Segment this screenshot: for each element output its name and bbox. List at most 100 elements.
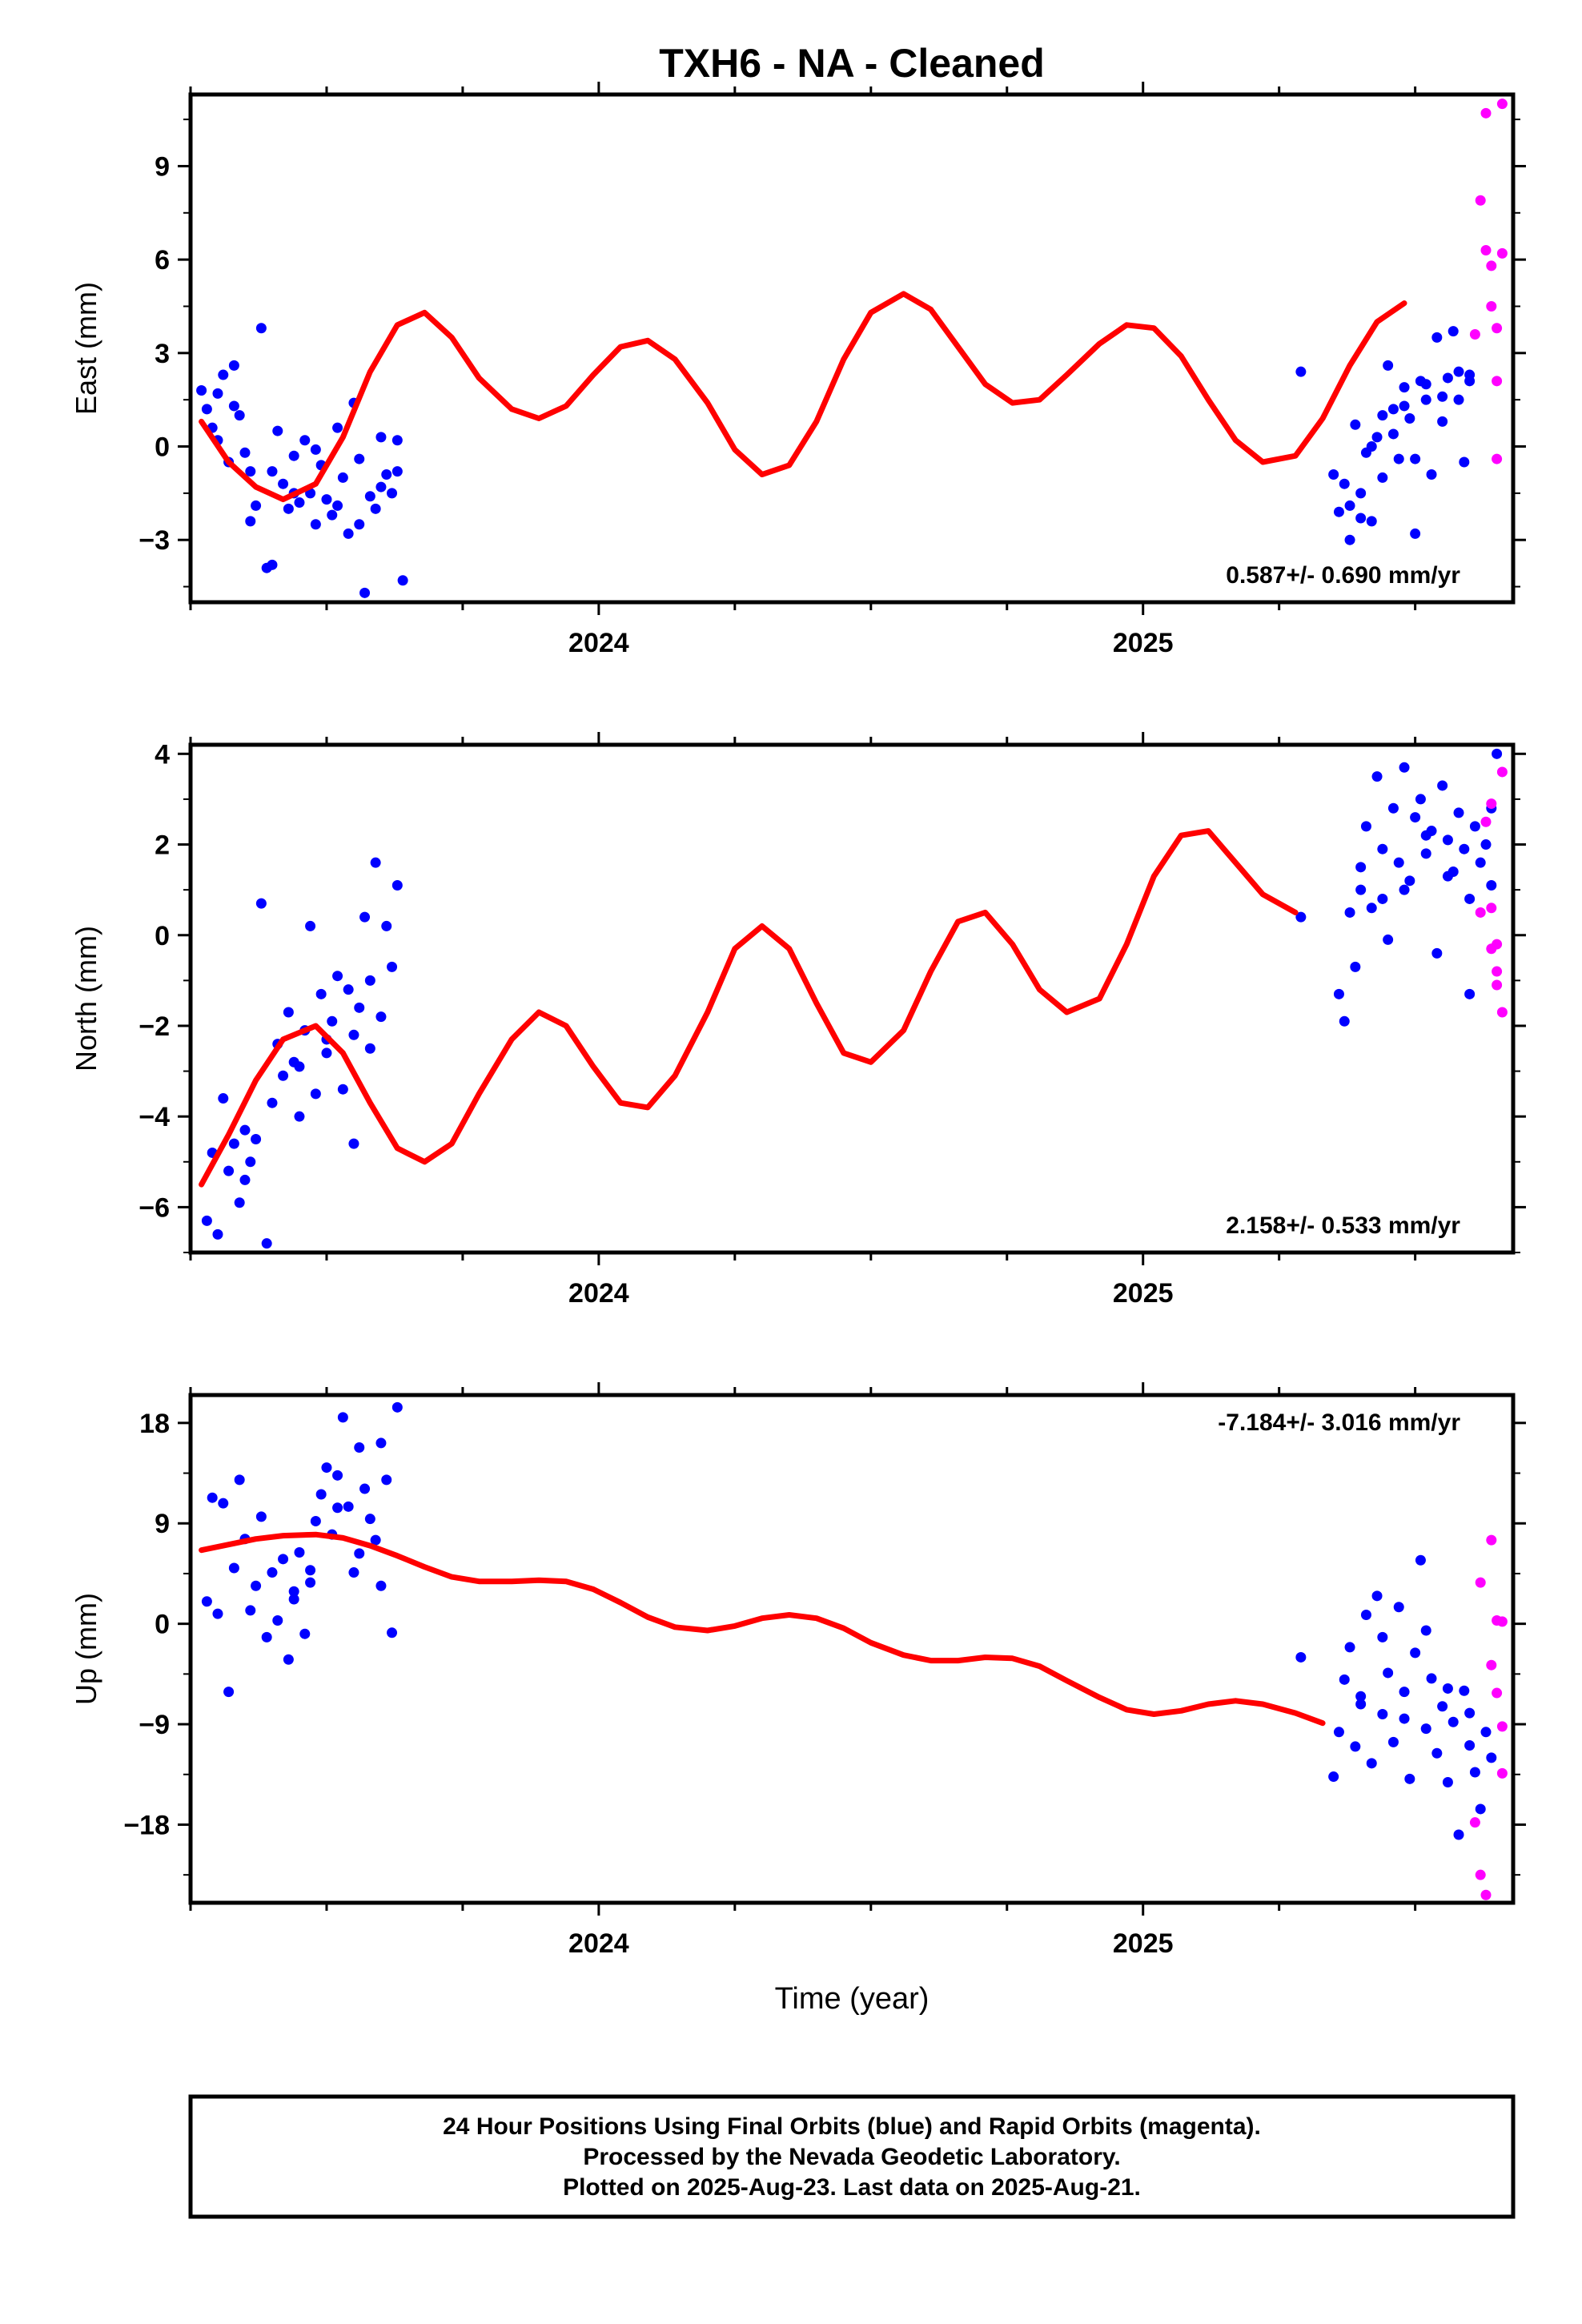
north-final-orbit-point xyxy=(1453,807,1464,818)
up-final-orbit-point xyxy=(283,1654,294,1665)
east-final-orbit-point xyxy=(1371,432,1383,443)
up-final-orbit-point xyxy=(1360,1610,1371,1621)
east-final-orbit-point xyxy=(1355,513,1367,524)
up-final-orbit-point xyxy=(288,1586,299,1597)
up-rapid-orbit-point xyxy=(1480,1889,1492,1900)
north-final-orbit-point xyxy=(359,911,371,923)
north-final-orbit-point xyxy=(1399,762,1410,773)
up-final-orbit-point xyxy=(1415,1554,1426,1566)
north-final-orbit-point xyxy=(1360,821,1371,832)
up-x-tick-label: 2024 xyxy=(568,1928,629,1959)
up-plot-frame xyxy=(188,1393,1516,1905)
north-final-orbit-point xyxy=(234,1197,245,1208)
north-final-orbit-point xyxy=(251,1133,262,1144)
up-final-orbit-point xyxy=(1328,1771,1339,1783)
north-final-orbit-point xyxy=(1393,857,1404,868)
east-final-orbit-point xyxy=(310,444,321,455)
up-final-orbit-point xyxy=(261,1631,272,1642)
up-final-orbit-point xyxy=(234,1474,245,1486)
north-final-orbit-point xyxy=(1492,748,1503,759)
east-final-orbit-point xyxy=(359,587,371,598)
north-fit-line xyxy=(199,828,1299,1188)
up-final-orbit-point xyxy=(1426,1673,1437,1684)
east-y-tick-label: 9 xyxy=(155,151,170,182)
up-final-orbit-point xyxy=(1459,1685,1470,1696)
north-final-orbit-point xyxy=(245,1156,256,1168)
east-final-orbit-point xyxy=(321,494,332,505)
up-final-orbit-point xyxy=(1420,1723,1431,1735)
north-x-tick-label: 2024 xyxy=(568,1278,629,1309)
north-final-orbit-point xyxy=(1420,848,1431,859)
up-final-orbit-point xyxy=(391,1401,403,1413)
up-rapid-orbit-point xyxy=(1486,1534,1497,1546)
up-final-orbit-point xyxy=(201,1596,212,1607)
north-final-orbit-point xyxy=(375,1011,387,1023)
footer-line-3: Plotted on 2025-Aug-23. Last data on 202… xyxy=(563,2174,1141,2201)
north-final-orbit-point xyxy=(1344,907,1355,918)
up-final-orbit-point xyxy=(1475,1803,1486,1815)
east-final-orbit-point xyxy=(201,404,212,415)
up-final-orbit-point xyxy=(1355,1699,1367,1710)
east-final-orbit-point xyxy=(1410,453,1421,464)
north-final-orbit-point xyxy=(278,1070,289,1081)
north-final-orbit-point xyxy=(1366,903,1377,914)
up-final-orbit-point xyxy=(1350,1741,1361,1752)
up-y-tick-label: 18 xyxy=(139,1409,170,1439)
east-final-orbit-point xyxy=(196,385,207,396)
up-final-orbit-point xyxy=(332,1502,343,1514)
up-final-orbit-point xyxy=(207,1492,218,1503)
north-final-orbit-point xyxy=(1475,857,1486,868)
up-final-orbit-point xyxy=(1420,1625,1431,1636)
footer-box: 24 Hour Positions Using Final Orbits (bl… xyxy=(188,2094,1516,2219)
up-y-axis-label: Up (mm) xyxy=(70,1593,102,1705)
north-plot-frame xyxy=(188,742,1516,1255)
up-final-orbit-point xyxy=(223,1687,235,1698)
east-final-orbit-point xyxy=(343,528,354,539)
east-final-orbit-point xyxy=(1399,382,1410,393)
north-panel: −6 −4 −2 0 2 4 2024 2025 North (mm) 2.158+/- 0.53… xyxy=(70,732,1526,1309)
north-rapid-orbit-point xyxy=(1492,939,1503,950)
north-x-tick-label: 2025 xyxy=(1113,1278,1174,1309)
east-final-orbit-point xyxy=(245,466,256,477)
east-final-orbit-point xyxy=(1426,469,1437,480)
north-rapid-orbit-point xyxy=(1496,766,1508,778)
up-final-orbit-point xyxy=(251,1580,262,1591)
north-final-orbit-point xyxy=(255,898,267,909)
east-final-orbit-point xyxy=(234,410,245,421)
east-final-orbit-point xyxy=(1459,456,1470,468)
north-final-orbit-point xyxy=(348,1029,359,1040)
east-final-orbit-point xyxy=(245,516,256,527)
up-final-orbit-point xyxy=(267,1567,278,1578)
up-y-tick-label: 9 xyxy=(155,1509,170,1539)
east-rapid-orbit-points xyxy=(1469,99,1508,464)
east-final-orbit-point xyxy=(1295,366,1307,377)
east-rapid-orbit-point xyxy=(1475,195,1486,206)
up-final-orbit-point xyxy=(1447,1716,1459,1727)
east-final-orbit-point xyxy=(354,453,365,464)
north-rapid-orbit-point xyxy=(1496,1007,1508,1018)
north-final-orbit-point xyxy=(305,920,316,931)
north-rapid-orbit-point xyxy=(1475,907,1486,918)
up-final-orbit-point xyxy=(354,1441,365,1453)
east-final-orbit-point xyxy=(1431,332,1443,343)
up-final-orbit-point xyxy=(1377,1709,1388,1720)
up-final-orbit-point xyxy=(288,1594,299,1605)
east-final-orbit-point xyxy=(251,500,262,511)
up-final-orbit-point xyxy=(1486,1752,1497,1763)
up-rapid-orbit-point xyxy=(1496,1616,1508,1627)
north-final-orbit-point xyxy=(1377,843,1388,854)
east-x-tick-label: 2024 xyxy=(568,628,629,658)
east-final-orbit-point xyxy=(364,491,375,502)
east-final-orbit-point xyxy=(1399,400,1410,412)
east-final-orbit-point xyxy=(332,422,343,433)
up-final-orbit-point xyxy=(212,1608,223,1619)
north-rapid-orbit-points xyxy=(1475,766,1508,1018)
east-final-orbit-point xyxy=(1387,428,1399,440)
north-final-orbit-point xyxy=(1377,893,1388,904)
up-final-orbit-point xyxy=(1480,1727,1492,1738)
north-final-orbit-point xyxy=(1415,794,1426,805)
north-final-orbit-point xyxy=(1399,884,1410,895)
up-final-orbit-point xyxy=(1464,1740,1476,1751)
north-final-orbit-point xyxy=(354,1002,365,1013)
north-final-orbit-point xyxy=(1339,1015,1350,1027)
